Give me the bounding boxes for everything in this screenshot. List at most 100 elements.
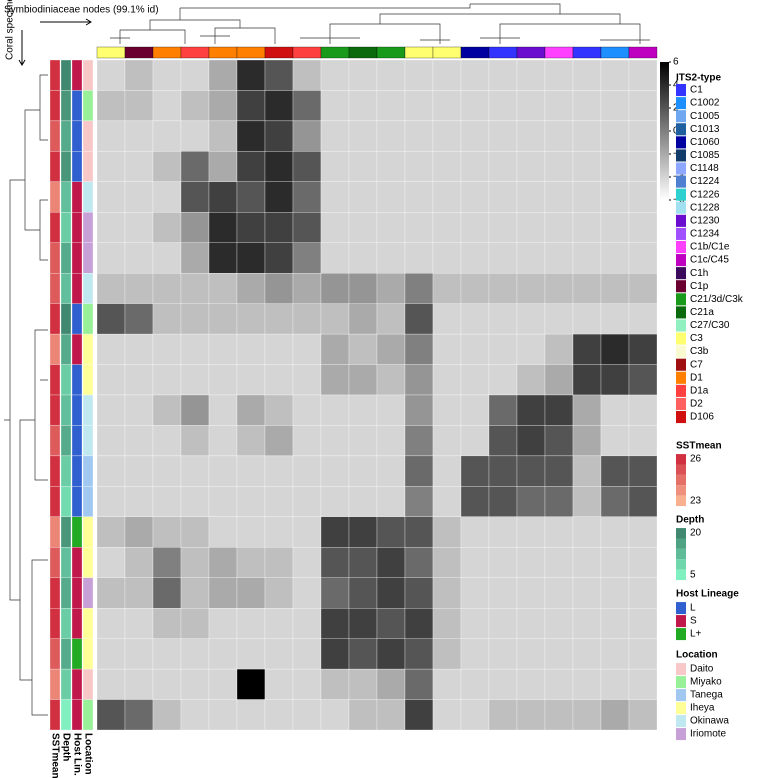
- heat-cell: [544, 333, 574, 365]
- annotation-cell: [82, 333, 94, 365]
- heat-cell: [96, 455, 126, 487]
- heat-cell: [432, 181, 462, 213]
- heat-cell: [460, 547, 490, 578]
- heat-cell: [96, 364, 126, 396]
- heat-cell: [460, 120, 490, 152]
- legend-swatch: [676, 464, 686, 475]
- heat-cell: [628, 303, 658, 335]
- legend-swatch: [676, 384, 686, 397]
- heat-cell: [320, 547, 350, 578]
- heat-cell: [600, 273, 630, 304]
- heat-cell: [572, 151, 602, 182]
- heat-cell: [320, 608, 350, 639]
- annotation-cell: [60, 486, 72, 517]
- heat-cell: [460, 455, 490, 487]
- annotation-cell: [49, 699, 61, 731]
- heat-cell: [152, 364, 182, 396]
- its2-cell: [376, 46, 406, 59]
- heat-cell: [432, 394, 462, 426]
- heat-cell: [376, 181, 406, 213]
- heat-cell: [96, 333, 126, 365]
- annotation-cell: [60, 608, 72, 639]
- heat-cell: [320, 242, 350, 274]
- heat-cell: [320, 425, 350, 457]
- heat-cell: [628, 212, 658, 243]
- heat-cell: [348, 333, 378, 365]
- heat-cell: [348, 242, 378, 274]
- heat-cell: [488, 120, 518, 152]
- legend-label: C1060: [690, 137, 720, 148]
- heat-cell: [320, 455, 350, 487]
- heat-cell: [628, 638, 658, 670]
- annotation-cell: [60, 668, 72, 700]
- heat-cell: [208, 273, 238, 304]
- its2-cell: [516, 46, 546, 59]
- heat-cell: [348, 151, 378, 182]
- heat-cell: [544, 212, 574, 243]
- its2-cell: [320, 46, 350, 59]
- heat-cell: [124, 120, 154, 152]
- heat-cell: [488, 242, 518, 274]
- legend-label: C1234: [690, 229, 720, 240]
- heat-cell: [180, 59, 210, 91]
- heat-cell: [208, 638, 238, 670]
- heat-cell: [544, 59, 574, 91]
- heat-cell: [460, 608, 490, 639]
- annotation-cell: [82, 638, 94, 670]
- heat-cell: [236, 364, 266, 396]
- heat-cell: [460, 333, 490, 365]
- heat-cell: [180, 547, 210, 578]
- heat-cell: [432, 59, 462, 91]
- annotation-cell: [71, 303, 83, 335]
- heat-cell: [264, 547, 294, 578]
- annotation-cell: [82, 303, 94, 335]
- legend-swatch: [676, 728, 686, 741]
- legend-swatch: [676, 97, 686, 110]
- heat-cell: [404, 394, 434, 426]
- heat-cell: [572, 59, 602, 91]
- legend-swatch: [676, 371, 686, 384]
- legend-swatch: [676, 485, 686, 496]
- track-label: Location: [82, 733, 93, 775]
- heat-cell: [292, 638, 322, 670]
- heatmap: [49, 59, 658, 731]
- heat-cell: [292, 455, 322, 487]
- heat-cell: [348, 394, 378, 426]
- heat-cell: [292, 394, 322, 426]
- heat-cell: [236, 547, 266, 578]
- legend-swatch: [676, 663, 686, 676]
- annotation-cell: [82, 151, 94, 182]
- heat-cell: [376, 120, 406, 152]
- heat-cell: [348, 364, 378, 396]
- heat-cell: [348, 303, 378, 335]
- legend-label: C3: [690, 333, 703, 344]
- heat-cell: [600, 608, 630, 639]
- heat-cell: [208, 212, 238, 243]
- legend-label: 23: [690, 496, 702, 507]
- heat-cell: [208, 181, 238, 213]
- heat-cell: [600, 333, 630, 365]
- column-dendrogram: [110, 3, 650, 44]
- heat-cell: [544, 455, 574, 487]
- heat-cell: [460, 577, 490, 609]
- legend-swatch: [676, 602, 686, 615]
- heat-cell: [152, 668, 182, 700]
- heat-cell: [628, 364, 658, 396]
- legend-label: C1: [690, 85, 703, 96]
- heat-cell: [404, 577, 434, 609]
- heat-cell: [488, 547, 518, 578]
- heat-cell: [572, 668, 602, 700]
- heat-cell: [432, 425, 462, 457]
- legend-label: D2: [690, 399, 703, 410]
- heat-cell: [236, 120, 266, 152]
- legend-label: 26: [690, 454, 702, 465]
- heat-cell: [572, 516, 602, 548]
- legend-swatch: [676, 175, 686, 188]
- heat-cell: [208, 699, 238, 731]
- heat-cell: [516, 516, 546, 548]
- legend-swatch: [676, 123, 686, 136]
- annotation-cell: [82, 59, 94, 91]
- heat-cell: [516, 547, 546, 578]
- heat-cell: [544, 668, 574, 700]
- heat-cell: [236, 212, 266, 243]
